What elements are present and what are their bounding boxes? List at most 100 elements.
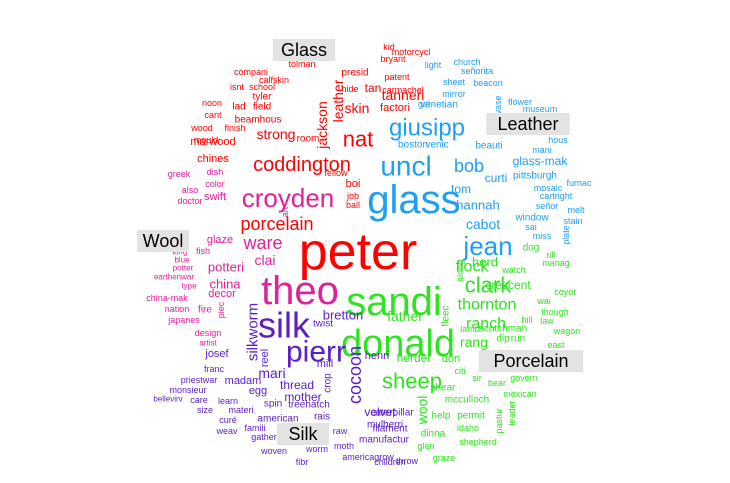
class-label-wool: Wool	[137, 230, 189, 252]
word-tan: tan	[365, 81, 382, 95]
word-wagon: wagon	[553, 326, 581, 336]
word-pittsburgh: pittsburgh	[513, 171, 557, 182]
word-clai: clai	[254, 252, 275, 268]
word-ware: ware	[242, 233, 282, 253]
word-boston: boston	[398, 140, 428, 151]
word-school: school	[249, 82, 275, 92]
word-glen: glen	[417, 441, 434, 451]
word-museum: museum	[523, 104, 558, 114]
word-help: help	[432, 411, 451, 422]
word-watch: watch	[501, 265, 526, 275]
word-glass-mak: glass-mak	[513, 154, 569, 168]
word-caterpillar: caterpillar	[370, 408, 414, 419]
word-se-orita: señorita	[461, 66, 493, 76]
word-pastur: pastur	[494, 408, 504, 433]
word-cant: cant	[204, 110, 222, 120]
word-field: field	[253, 102, 271, 113]
word-china-mak: china-mak	[146, 293, 188, 303]
word-job: job	[346, 191, 359, 201]
word-furnac: furnac	[566, 178, 592, 188]
word-sheep: sheep	[382, 369, 442, 394]
word-run: run	[511, 334, 525, 345]
word-american: american	[257, 414, 298, 425]
word-josef: josef	[204, 348, 229, 360]
word-kid: kid	[383, 42, 395, 52]
word-mirror: mirror	[442, 89, 466, 99]
word-sheet: sheet	[443, 77, 466, 87]
word-room: room	[297, 134, 320, 145]
word-design: design	[195, 328, 222, 338]
word-leader: leader	[507, 400, 517, 425]
class-label-text-leather: Leather	[497, 114, 558, 134]
word-mexican: mexican	[503, 389, 537, 399]
word-venetian: venetian	[420, 100, 458, 111]
word-mulberri: mulberri	[367, 420, 403, 431]
word-chines: chines	[197, 153, 229, 165]
word-wai: wai	[536, 296, 551, 306]
class-label-bg-leather	[486, 113, 570, 135]
word-church: church	[453, 57, 480, 67]
word-glass: glass	[367, 178, 460, 222]
word-carmachel: carmachel	[382, 85, 424, 95]
word-scotchman: scotchman	[479, 324, 527, 335]
class-label-glass: Glass	[272, 39, 336, 61]
word-boi: boi	[346, 178, 361, 190]
word-coddington: coddington	[253, 154, 351, 176]
word-hannah: hannah	[456, 198, 499, 213]
word-rais: rais	[314, 412, 330, 423]
class-label-silk: Silk	[277, 423, 329, 445]
word-clark: clark	[465, 273, 512, 298]
word-tyler: tyler	[253, 92, 273, 103]
word-govern: govern	[510, 373, 538, 383]
word-dinna: dinna	[421, 429, 446, 440]
word-bob: bob	[454, 156, 484, 176]
word-compani: compani	[234, 67, 268, 77]
class-labels-layer: Glass Leather Porcelain Silk Wool	[137, 39, 584, 445]
word-cabot: cabot	[466, 216, 500, 232]
word-treehatch: treehatch	[288, 400, 330, 411]
word-swift: swift	[204, 191, 226, 203]
word-twist: twist	[313, 319, 333, 330]
word-ranch: ranch	[466, 316, 506, 333]
word-madam: madam	[225, 375, 262, 387]
word-leather: leather	[330, 79, 346, 122]
word-nation: nation	[165, 304, 190, 314]
word-children: children	[374, 457, 406, 467]
word-cocoon: cocoon	[345, 346, 365, 404]
word-fleec: fleec	[441, 305, 452, 326]
word-se-or: señor	[536, 201, 559, 211]
word-raw: raw	[333, 426, 348, 436]
class-label-text-wool: Wool	[143, 231, 184, 251]
word-father: father	[387, 308, 423, 324]
word-weav: weav	[215, 426, 238, 436]
word-mould: mould	[194, 135, 219, 145]
word-noon: noon	[202, 98, 222, 108]
word-egg: egg	[249, 385, 267, 397]
word-east: east	[547, 340, 565, 350]
word-color: color	[205, 179, 225, 189]
word-learn: learn	[218, 396, 238, 406]
word-silkworm: silkworm	[245, 303, 262, 361]
word-flock: flock	[456, 259, 490, 276]
word-herder: herder	[397, 351, 432, 365]
word-sandi: sandi	[346, 280, 442, 324]
word-marwood: marwood	[190, 136, 235, 148]
word-bellevirv: bellevirv	[153, 395, 182, 404]
word-mosaic: mosaic	[534, 183, 563, 193]
word-peter: peter	[299, 223, 418, 281]
word-priestwar: priestwar	[181, 375, 218, 385]
word-mari: mari	[258, 365, 285, 381]
word-porcelain: porcelain	[240, 214, 313, 234]
word-care: care	[190, 395, 208, 405]
word-sai: sai	[525, 222, 537, 232]
word-size: size	[197, 405, 213, 415]
word-decor: decor	[208, 288, 236, 300]
word-hide: hide	[341, 84, 358, 94]
word-girl: girl	[418, 99, 430, 109]
word-coyot: coyot	[554, 287, 576, 297]
word-fellow: fellow	[324, 168, 348, 178]
class-label-bg-glass	[272, 39, 336, 61]
word-ball: ball	[346, 200, 360, 210]
